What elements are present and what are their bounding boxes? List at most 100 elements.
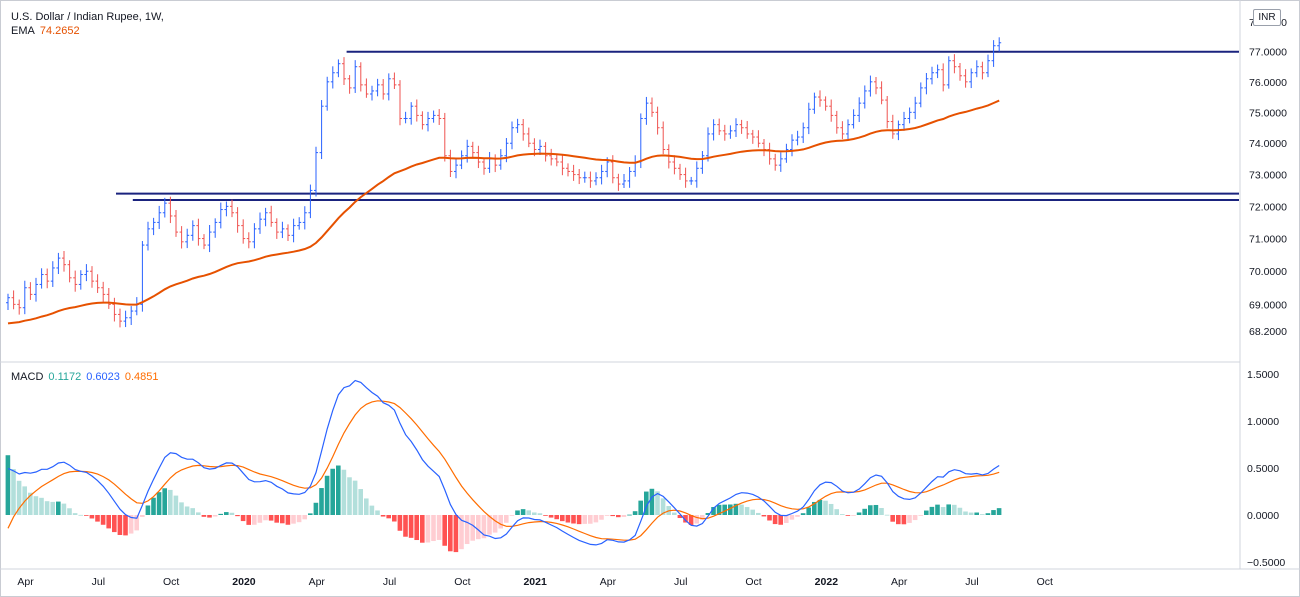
macd-label: MACD: [11, 371, 44, 383]
ohlc-bar: [907, 107, 912, 124]
ohlc-bar: [386, 73, 391, 101]
ohlc-bar: [566, 163, 570, 177]
ohlc-bar: [162, 197, 167, 218]
histogram-bar: [212, 515, 218, 517]
horizontal-levels[interactable]: [116, 50, 1239, 201]
histogram-bar: [952, 504, 957, 515]
histogram-bar: [924, 510, 929, 515]
histogram-bar: [845, 515, 851, 516]
histogram-bar: [380, 515, 386, 517]
ohlc-bar: [123, 310, 128, 328]
histogram-bar: [397, 515, 403, 531]
histogram-bar: [700, 515, 705, 520]
ohlc-bar: [39, 268, 44, 289]
histogram-bar: [151, 497, 156, 515]
time-tick-label: 2021: [523, 576, 547, 588]
ohlc-bar: [767, 142, 772, 165]
histogram-bar: [968, 512, 974, 515]
ohlc-bar: [11, 290, 16, 310]
histogram-bar: [257, 515, 263, 523]
histogram-bar: [767, 515, 772, 521]
ohlc-bar: [515, 118, 520, 133]
histogram-bar: [386, 515, 391, 519]
histogram-bar: [184, 506, 190, 515]
currency-badge[interactable]: INR: [1253, 9, 1281, 26]
ohlc-bar: [431, 110, 436, 123]
ohlc-bar: [795, 130, 800, 146]
histogram-bar: [128, 515, 134, 534]
histogram-bar: [823, 500, 828, 515]
ohlc-bar: [812, 92, 817, 114]
histogram-bar: [543, 515, 548, 516]
price-tick-label: 70.0000: [1249, 266, 1287, 278]
ohlc-bar: [650, 97, 654, 117]
ohlc-bar: [678, 163, 682, 180]
ohlc-bar: [778, 152, 783, 172]
ohlc-bar: [202, 234, 206, 250]
ohlc-bar: [538, 139, 542, 155]
histogram-bar: [873, 504, 879, 515]
ohlc-bar: [84, 264, 89, 282]
histogram-bar: [459, 515, 464, 550]
histogram-bar: [464, 515, 470, 545]
histogram-bar: [716, 504, 722, 515]
histogram-bar: [868, 505, 873, 515]
histogram-bar: [246, 515, 251, 525]
histogram-bar: [207, 515, 212, 518]
ohlc-bar: [694, 161, 699, 188]
price-tick-label: 68.2000: [1249, 326, 1287, 338]
ohlc-bar: [286, 224, 290, 242]
ohlc-bar: [946, 56, 951, 89]
ohlc-bar: [762, 139, 766, 157]
ohlc-bar: [644, 96, 649, 125]
ohlc-bar: [252, 223, 257, 249]
histogram-bar: [229, 512, 235, 515]
histogram-bar: [492, 515, 498, 533]
ohlc-bar: [487, 152, 492, 173]
histogram-bar: [173, 495, 179, 515]
macd-hist-value: 0.1172: [48, 371, 82, 383]
price-tick-label: 71.0000: [1249, 234, 1287, 246]
histogram-bar: [649, 488, 655, 515]
ohlc-bar: [353, 60, 358, 93]
macd-legend[interactable]: MACD 0.1172 0.6023 0.4851: [11, 370, 164, 384]
ohlc-bar: [325, 76, 330, 111]
price-legend[interactable]: U.S. Dollar / Indian Rupee, 1W, EMA 74.26…: [11, 10, 169, 38]
histogram-bar: [162, 488, 167, 515]
ohlc-bar: [829, 99, 834, 122]
histogram-bar: [593, 515, 599, 523]
ohlc-bar: [403, 111, 408, 124]
ohlc-bar: [398, 80, 402, 126]
histogram-bar: [537, 513, 543, 515]
histogram-bar: [61, 503, 67, 515]
histogram-bar: [694, 515, 699, 524]
histogram-bar: [375, 510, 380, 515]
ohlc-bar: [263, 207, 268, 227]
time-tick-label: Oct: [745, 576, 761, 588]
histogram-bar: [616, 515, 621, 518]
ohlc-bar: [482, 158, 486, 175]
histogram-bar: [599, 515, 604, 520]
histogram-bar: [168, 489, 173, 515]
histogram-bar: [800, 513, 806, 515]
time-tick-label: 2020: [232, 576, 256, 588]
ohlc-bar: [95, 274, 100, 293]
histogram-bar: [532, 512, 537, 515]
ohlc-bar: [661, 121, 666, 155]
histogram-bar: [991, 510, 996, 515]
ohlc-bar: [734, 118, 738, 138]
ohlc-bar: [902, 111, 906, 131]
ohlc-bar: [118, 308, 122, 328]
histogram-bar: [789, 515, 795, 520]
ohlc-bar: [588, 171, 593, 188]
histogram-bar: [470, 515, 475, 541]
ohlc-bar: [890, 114, 895, 139]
histogram-bar: [11, 469, 16, 515]
ema-line: [7, 99, 1000, 325]
time-tick-label: Apr: [600, 576, 617, 588]
histogram-bar: [134, 515, 139, 531]
histogram-bar: [33, 496, 39, 515]
ohlc-bar: [722, 124, 727, 141]
ohlc-bar: [801, 122, 806, 144]
